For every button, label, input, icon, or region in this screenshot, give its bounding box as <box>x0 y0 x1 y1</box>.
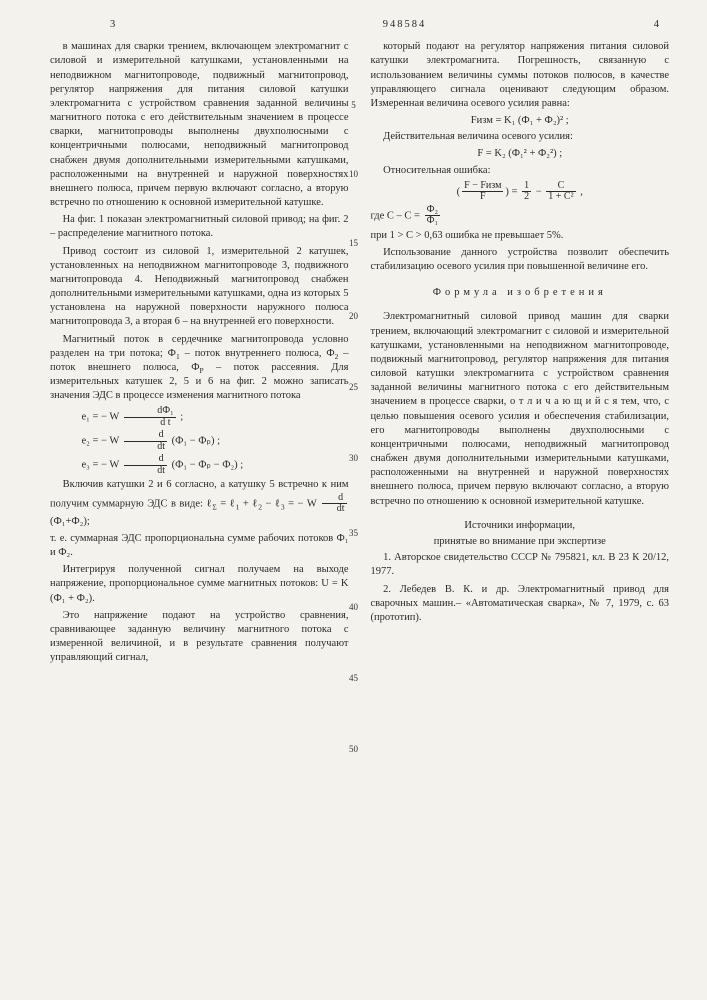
patent-number: 948584 <box>383 18 427 32</box>
lineno: 35 <box>349 527 358 539</box>
patent-page: 3 948584 4 5 10 15 20 25 30 35 40 45 50 … <box>0 0 707 1000</box>
source-item: 1. Авторское свидетельство СССР № 795821… <box>371 551 670 579</box>
two-column-layout: в машинах для сварки трением, включающем… <box>50 40 669 668</box>
paragraph: т. е. суммарная ЭДС пропорциональна сумм… <box>50 532 349 560</box>
equation-relative-error: (F − FизмF) = 12 − C1 + C² , <box>371 181 670 203</box>
left-column: в машинах для сварки трением, включающем… <box>50 40 349 668</box>
lineno: 30 <box>349 452 358 464</box>
paragraph: Это напряжение подают на устройство срав… <box>50 609 349 666</box>
equation-e3: e₃ = − W ddt (Ф₁ − Фₚ − Ф₂) ; <box>50 454 349 476</box>
paragraph: Магнитный поток в сердечнике магнитопров… <box>50 333 349 404</box>
paragraph: который подают на регулятор напряжения п… <box>371 40 670 111</box>
lineno: 40 <box>349 601 358 613</box>
paragraph: Интегрируя полученной сигнал получаем на… <box>50 563 349 606</box>
sources-heading-1: Источники информации, <box>371 519 670 533</box>
page-number-right: 4 <box>654 18 659 32</box>
lineno: 45 <box>349 672 358 684</box>
equation-e2: e₂ = − W ddt (Ф₁ − Фₚ) ; <box>50 430 349 452</box>
lineno: 50 <box>349 743 358 755</box>
claim-text: Электромагнитный силовой привод машин дл… <box>371 310 670 508</box>
paragraph: при 1 > C > 0,63 ошибка не превышает 5%. <box>371 229 670 243</box>
equation-fizm: Fизм = K₁ (Ф₁ + Ф₂)² ; <box>371 114 670 128</box>
paragraph: в машинах для сварки трением, включающем… <box>50 40 349 210</box>
paragraph: Использование данного устройства позволи… <box>371 246 670 274</box>
claims-heading: Формула изобретения <box>371 286 670 300</box>
lineno: 25 <box>349 381 358 393</box>
right-column: который подают на регулятор напряжения п… <box>371 40 670 668</box>
paragraph: Включив катушки 2 и 6 согласно, а катушк… <box>50 478 349 528</box>
equation-f: F = K₂ (Ф₁² + Ф₂²) ; <box>371 147 670 161</box>
sources-heading-2: принятые во внимание при экспертизе <box>371 535 670 549</box>
paragraph: Относительная ошибка: <box>371 164 670 178</box>
lineno: 15 <box>349 237 358 249</box>
paragraph: Действительная величина осевого усилия: <box>371 130 670 144</box>
equation-c: где C – C = Ф₂Ф₁ <box>371 205 670 227</box>
page-number-left: 3 <box>110 18 115 32</box>
lineno: 20 <box>349 310 358 322</box>
equation-e1: e₁ = − W dФ₁d t ; <box>50 406 349 428</box>
source-item: 2. Лебедев В. К. и др. Электромагнитный … <box>371 583 670 626</box>
paragraph: Привод состоит из силовой 1, измерительн… <box>50 245 349 330</box>
lineno: 5 <box>351 99 356 111</box>
paragraph: На фиг. 1 показан электромагнитный силов… <box>50 213 349 241</box>
lineno: 10 <box>349 168 358 180</box>
page-header: 3 948584 4 <box>50 18 669 32</box>
